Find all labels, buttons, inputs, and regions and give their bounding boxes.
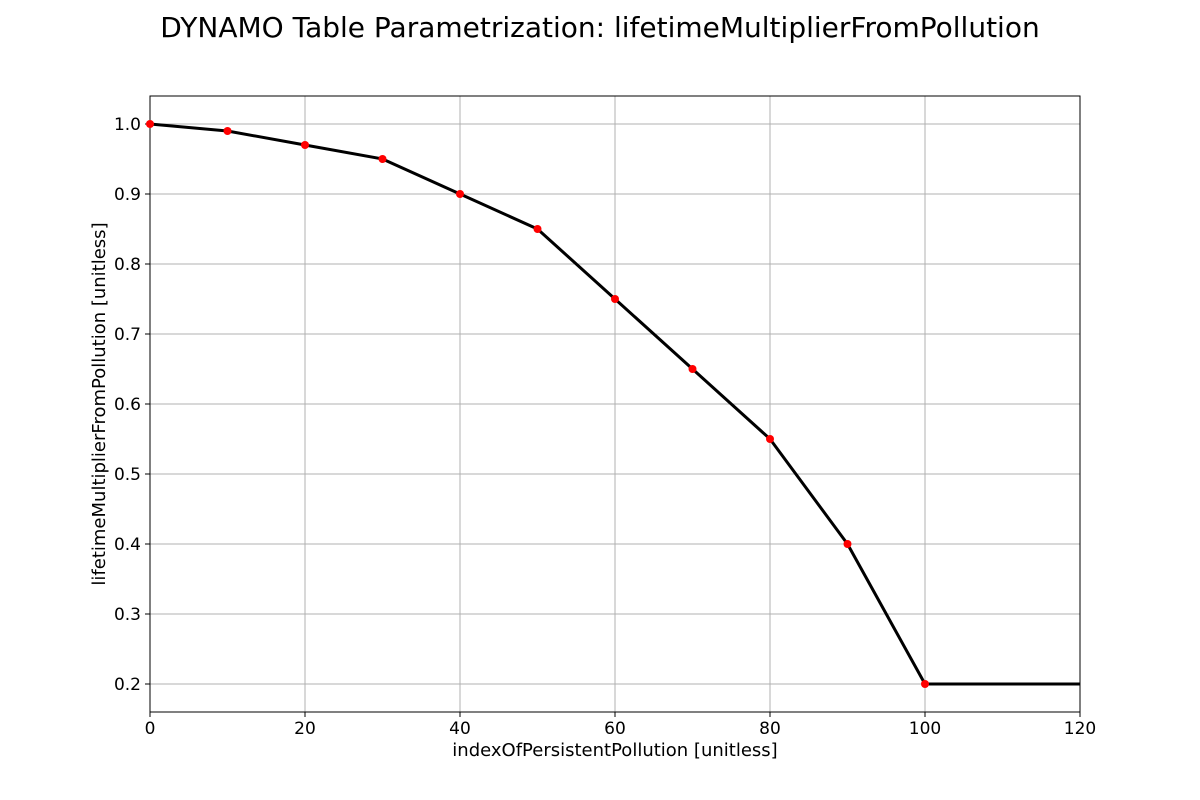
data-point: [688, 365, 697, 373]
y-tick-label: 0.5: [114, 465, 141, 485]
data-point: [301, 141, 309, 149]
axis-ticks: 0 20 40 60 80 100 120 0.2 0.3 0.4 0.5 0.6 0.7 0.8 0.9 1…: [114, 115, 1096, 739]
data-point: [766, 435, 774, 443]
x-tick-label: 20: [294, 719, 316, 739]
x-tick-label: 120: [1064, 719, 1096, 739]
chart-title: DYNAMO Table Parametrization: lifetimeMu…: [160, 11, 1040, 44]
data-point: [223, 127, 232, 135]
grid: [149, 96, 1081, 712]
series: [146, 120, 1080, 688]
x-tick-label: 100: [909, 719, 941, 739]
data-point: [611, 295, 619, 303]
y-tick-label: 0.7: [114, 325, 141, 345]
y-tick-label: 0.9: [114, 185, 141, 205]
y-tick-label: 0.8: [114, 255, 141, 275]
x-tick-label: 0: [145, 719, 156, 739]
data-point: [456, 190, 464, 198]
data-point: [843, 540, 852, 548]
y-tick-label: 0.6: [114, 395, 141, 415]
y-tick-label: 0.2: [114, 675, 141, 695]
y-tick-label: 0.3: [114, 605, 141, 625]
x-tick-label: 60: [604, 719, 626, 739]
x-tick-label: 80: [759, 719, 781, 739]
y-tick-label: 1.0: [114, 115, 141, 135]
data-point: [533, 225, 542, 233]
data-point: [921, 680, 929, 688]
x-axis-label: indexOfPersistentPollution [unitless]: [452, 740, 777, 761]
data-point: [146, 120, 154, 128]
y-axis-label: lifetimeMultiplierFromPollution [unitles…: [89, 222, 110, 585]
x-tick-label: 40: [449, 719, 471, 739]
y-tick-label: 0.4: [114, 535, 141, 555]
series-line: [149, 122, 1080, 686]
data-point: [378, 155, 387, 163]
